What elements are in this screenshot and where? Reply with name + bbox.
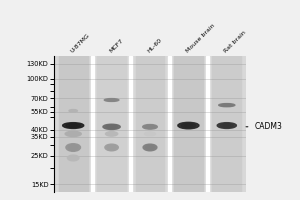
Ellipse shape [143, 125, 157, 129]
Ellipse shape [184, 124, 193, 127]
Bar [206, 56, 209, 192]
Ellipse shape [71, 110, 75, 111]
Ellipse shape [105, 144, 118, 151]
Ellipse shape [69, 124, 77, 127]
Ellipse shape [63, 123, 84, 128]
Ellipse shape [103, 124, 120, 130]
Ellipse shape [66, 144, 80, 151]
Ellipse shape [224, 105, 230, 106]
Ellipse shape [109, 133, 114, 135]
Bar [136, 56, 164, 192]
Text: Rat brain: Rat brain [223, 30, 247, 54]
Text: Mouse brain: Mouse brain [185, 23, 216, 54]
Ellipse shape [223, 124, 231, 127]
Ellipse shape [147, 146, 153, 149]
Ellipse shape [68, 145, 78, 150]
Ellipse shape [69, 156, 77, 160]
Ellipse shape [104, 99, 119, 101]
Ellipse shape [108, 126, 115, 128]
Ellipse shape [145, 145, 155, 150]
Bar [59, 56, 88, 192]
Text: U-87MG: U-87MG [70, 33, 91, 54]
Ellipse shape [70, 110, 76, 112]
Ellipse shape [221, 104, 232, 106]
Ellipse shape [70, 146, 76, 149]
Ellipse shape [220, 123, 233, 128]
Ellipse shape [70, 133, 76, 135]
Text: MCF7: MCF7 [108, 38, 124, 54]
Bar [97, 56, 126, 192]
Text: HL-60: HL-60 [146, 38, 163, 54]
Ellipse shape [145, 132, 155, 136]
Ellipse shape [217, 123, 236, 128]
Ellipse shape [68, 155, 79, 161]
Ellipse shape [143, 144, 157, 151]
Bar [212, 56, 241, 192]
Ellipse shape [106, 99, 117, 101]
Ellipse shape [219, 104, 235, 107]
Ellipse shape [68, 132, 79, 136]
Ellipse shape [65, 131, 81, 137]
Ellipse shape [107, 132, 116, 135]
Ellipse shape [109, 99, 115, 101]
Ellipse shape [148, 133, 152, 135]
Bar [129, 56, 132, 192]
Ellipse shape [178, 122, 199, 129]
Ellipse shape [181, 123, 196, 128]
Ellipse shape [69, 110, 77, 112]
Ellipse shape [71, 157, 76, 159]
Ellipse shape [66, 123, 81, 128]
Ellipse shape [109, 146, 114, 149]
Ellipse shape [106, 132, 118, 136]
Text: CADM3: CADM3 [255, 122, 283, 131]
Bar [91, 56, 94, 192]
Ellipse shape [145, 125, 155, 128]
Bar [174, 56, 203, 192]
Ellipse shape [146, 133, 154, 135]
Ellipse shape [147, 126, 153, 128]
Bar [168, 56, 171, 192]
Ellipse shape [106, 125, 118, 129]
Ellipse shape [107, 145, 116, 150]
